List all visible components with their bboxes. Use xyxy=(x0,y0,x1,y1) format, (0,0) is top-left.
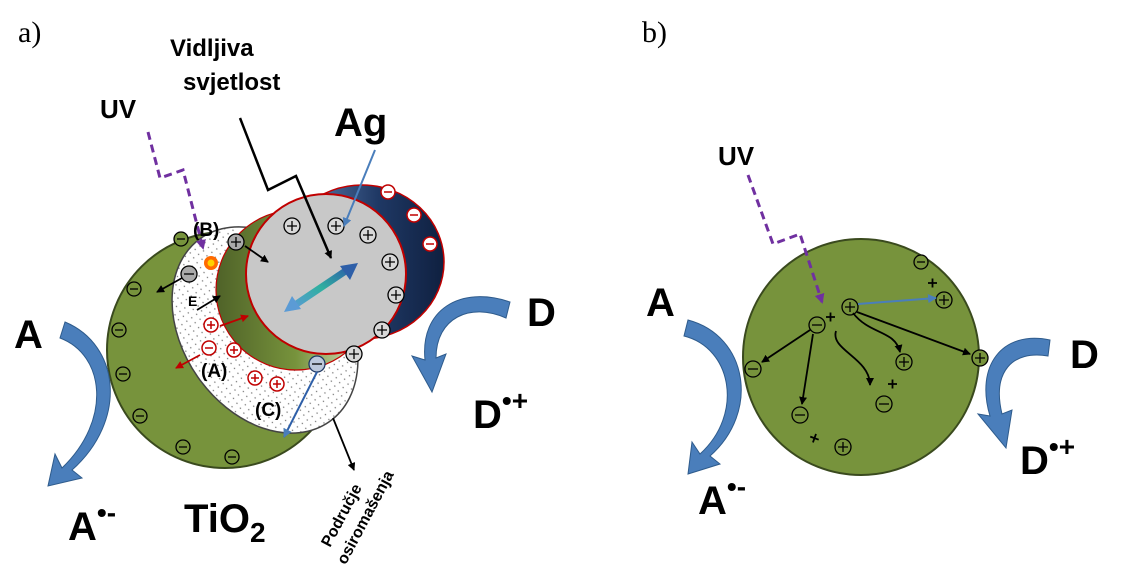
tio2-particle-b xyxy=(742,238,980,476)
process-c-label: (C) xyxy=(255,400,281,421)
acceptor-label-b: A xyxy=(646,281,675,325)
hole-path-curved xyxy=(852,312,903,353)
process-a-label: (A) xyxy=(201,361,227,382)
uv-light-ray-b xyxy=(746,174,825,304)
acceptor-radical-label-a: A•- xyxy=(68,497,116,549)
tio2-label: TiO2 xyxy=(184,497,266,548)
uv-light-ray xyxy=(146,131,206,250)
ag-pointer-arrow xyxy=(342,149,376,227)
depletion-pointer-arrow xyxy=(332,417,356,471)
acceptor-reduction-arrow xyxy=(47,321,111,487)
donor-radical-label-a: D•+ xyxy=(473,385,528,437)
acceptor-reduction-arrow-b xyxy=(683,319,742,475)
donor-label-b: D xyxy=(1070,333,1099,377)
donor-oxidation-arrow-b xyxy=(976,337,1051,450)
ag-label: Ag xyxy=(334,101,387,145)
electron-charges-grey xyxy=(180,265,326,373)
ag-negative-charges xyxy=(380,184,438,252)
field-arrow-e xyxy=(196,295,221,311)
transfer-arrow-b xyxy=(244,245,269,263)
acceptor-radical-label-b: A•- xyxy=(698,471,746,523)
visible-light-line1: Vidljiva xyxy=(170,35,254,62)
visible-light-ray xyxy=(238,117,333,259)
electron-path-down xyxy=(799,333,814,405)
panel-a-label: a) xyxy=(18,16,41,49)
electron-arrow-out xyxy=(156,277,183,293)
uv-label-b: UV xyxy=(718,141,755,171)
uv-label-a: UV xyxy=(100,94,137,124)
panel-b-plain-signs xyxy=(809,278,937,443)
donor-label-a: D xyxy=(527,291,556,335)
tio2-surface-charges xyxy=(111,231,240,465)
electron-path-b1 xyxy=(857,294,937,305)
donor-oxidation-arrow xyxy=(410,296,511,394)
visible-light-line2: svjetlost xyxy=(183,69,280,96)
donor-radical-label-b: D•+ xyxy=(1020,431,1075,483)
depletion-label: Područje osiromašenja xyxy=(319,468,398,567)
hole-charges xyxy=(201,317,285,392)
recombination-path xyxy=(834,330,874,386)
plasmon-double-arrow xyxy=(284,263,358,312)
panel-b-label: b) xyxy=(642,16,667,49)
panel-b-charges xyxy=(744,254,989,456)
hole-arrow-right xyxy=(219,314,249,327)
process-b-label: (B) xyxy=(193,220,219,241)
ag-positive-charges xyxy=(227,217,405,363)
excitation-burst-icon xyxy=(204,256,218,270)
electron-path-acceptor xyxy=(761,329,811,363)
hole-arrow-left xyxy=(175,354,201,369)
acceptor-label-a: A xyxy=(14,313,43,357)
electron-arrow-c xyxy=(283,371,318,438)
field-e-label: E xyxy=(188,293,197,309)
hole-path-donor xyxy=(856,311,971,356)
